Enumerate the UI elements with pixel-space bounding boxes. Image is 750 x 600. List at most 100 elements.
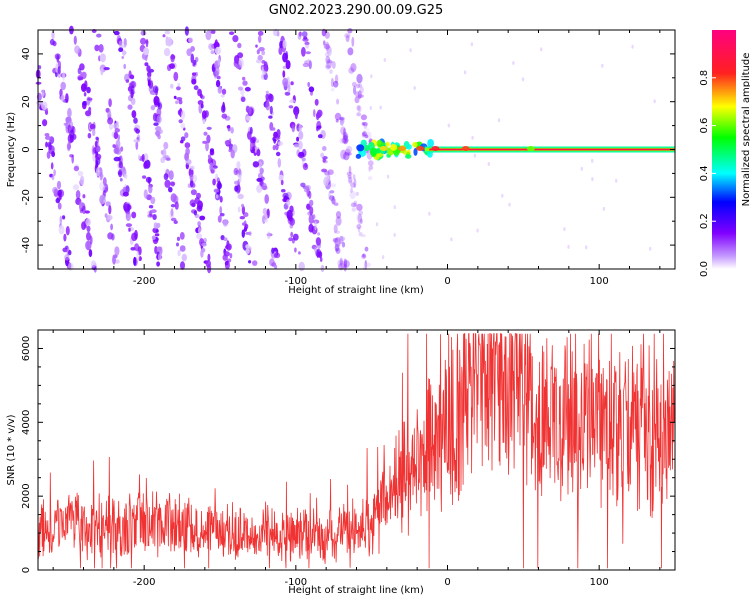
spectrogram-blob bbox=[319, 257, 323, 262]
spectrogram-blob bbox=[114, 128, 121, 133]
spectrogram-blob bbox=[335, 211, 342, 219]
tone-bump bbox=[379, 146, 388, 151]
tone-noise-blob bbox=[385, 141, 390, 147]
spectrogram-blob bbox=[98, 47, 104, 51]
spectrogram-blob bbox=[356, 105, 361, 111]
spectrogram-blob bbox=[203, 237, 208, 243]
spectrogram-blob bbox=[339, 137, 345, 144]
spectrogram-blob bbox=[188, 37, 194, 44]
spectrogram-blob bbox=[103, 199, 107, 203]
spectrogram-blob bbox=[88, 249, 93, 258]
spectrogram-blob bbox=[354, 96, 360, 104]
spectrogram-blob bbox=[298, 261, 305, 272]
spectrogram-blob bbox=[351, 36, 355, 47]
spectrogram-blob bbox=[65, 226, 70, 236]
spectrogram-blob bbox=[368, 160, 374, 167]
spectrogram-blob bbox=[223, 251, 230, 257]
spectrogram-blob bbox=[190, 165, 195, 171]
spectrogram-blob bbox=[347, 47, 354, 56]
spectrogram-blob bbox=[296, 136, 300, 142]
spectrogram-faint-dot bbox=[447, 123, 450, 128]
spectrogram-blob bbox=[244, 223, 249, 230]
spectrogram-blob bbox=[66, 141, 71, 152]
spectrogram-faint-dot bbox=[393, 232, 396, 237]
spectrogram-faint-dot bbox=[393, 205, 396, 210]
spectrogram-blob bbox=[257, 54, 263, 61]
spectrogram-blob bbox=[143, 189, 148, 199]
spectrogram-blob bbox=[362, 266, 367, 271]
spectrogram-blob bbox=[164, 179, 171, 188]
spectrogram-blob bbox=[308, 60, 312, 70]
spectrogram-blob bbox=[113, 156, 121, 162]
spectrogram-blob bbox=[317, 109, 323, 118]
spectrogram-blob bbox=[307, 81, 311, 88]
spectrogram-blob bbox=[261, 50, 266, 56]
spectrogram-blob bbox=[56, 180, 62, 190]
spectrogram-blob bbox=[128, 205, 132, 210]
spectrogram-faint-dot bbox=[501, 193, 504, 198]
spectrogram-faint-dot bbox=[379, 105, 382, 110]
spectrogram-faint-dot bbox=[649, 246, 652, 251]
spectrogram-faint-dot bbox=[580, 166, 583, 171]
spectrogram-blob bbox=[125, 210, 131, 215]
spectrogram-blob bbox=[313, 109, 316, 118]
spectrogram-blob bbox=[350, 187, 353, 194]
spectrogram-blob bbox=[128, 227, 131, 232]
spectrogram-faint-dot bbox=[591, 158, 594, 163]
spectrogram-blob bbox=[206, 126, 212, 130]
spectrogram-blob bbox=[87, 97, 93, 101]
spectrogram-blob bbox=[290, 231, 294, 238]
spectrogram-blob bbox=[282, 70, 286, 78]
spectrogram-blob bbox=[86, 231, 91, 241]
spectrogram-blob bbox=[176, 236, 181, 241]
spectrogram-blob bbox=[304, 41, 310, 46]
spectrogram-blob bbox=[356, 213, 362, 223]
spectrogram-faint-dot bbox=[471, 135, 474, 140]
spectrogram-blob bbox=[364, 246, 369, 252]
spectrogram-blob bbox=[135, 128, 141, 134]
spectrogram-blob bbox=[329, 69, 333, 74]
spectrogram-blob bbox=[338, 235, 344, 245]
spectrogram-blob bbox=[217, 57, 221, 67]
spectrogram-blob bbox=[201, 242, 207, 247]
spectrogram-blob bbox=[331, 198, 337, 205]
spectrogram-blob bbox=[328, 191, 331, 200]
spectrogram-blob bbox=[219, 196, 223, 203]
spectrogram-blob bbox=[235, 64, 241, 69]
spectrogram-faint-dot bbox=[591, 177, 594, 182]
spectrogram-blob bbox=[353, 85, 357, 95]
spectrogram-blob bbox=[136, 251, 140, 262]
spectrogram-blob bbox=[242, 80, 248, 86]
spectrogram-blob bbox=[89, 235, 93, 245]
spectrogram-blob bbox=[363, 127, 370, 133]
spectrogram-blob bbox=[361, 253, 365, 258]
spectrogram-blob bbox=[350, 63, 357, 72]
spectrogram-y-axis-label: Frequency (Hz) bbox=[6, 112, 17, 188]
spectrogram-blob bbox=[64, 254, 70, 261]
spectrogram-blob bbox=[155, 229, 159, 233]
spectrogram-blob bbox=[333, 224, 338, 234]
spectrogram-blob bbox=[357, 105, 362, 113]
spectrogram-blob bbox=[229, 31, 235, 35]
spectrogram-blob bbox=[103, 67, 110, 71]
spectrogram-blob bbox=[90, 260, 97, 268]
spectrogram-blob bbox=[82, 194, 86, 199]
spectrogram-blob bbox=[248, 260, 252, 264]
spectrogram-blob bbox=[361, 122, 365, 126]
spectrogram-blob bbox=[52, 186, 58, 194]
spectrogram-blob bbox=[325, 61, 331, 70]
spectrogram-faint-dot bbox=[497, 118, 501, 123]
spectrogram-faint-dot bbox=[563, 227, 566, 232]
spectrogram-faint-dot bbox=[476, 228, 479, 233]
spectrogram-blob bbox=[237, 206, 241, 213]
spectrogram-blob bbox=[229, 253, 233, 259]
spectrogram-blob bbox=[49, 145, 52, 151]
spectrogram-blob bbox=[293, 143, 300, 148]
spectrogram-blob bbox=[239, 216, 245, 220]
spectrogram-blob bbox=[356, 203, 363, 211]
spectrogram-blob bbox=[86, 86, 91, 94]
spectrogram-blob bbox=[321, 168, 328, 173]
spectrogram-blob bbox=[89, 123, 96, 130]
spectrogram-blob bbox=[333, 202, 339, 206]
spectrogram-blob bbox=[341, 241, 346, 248]
